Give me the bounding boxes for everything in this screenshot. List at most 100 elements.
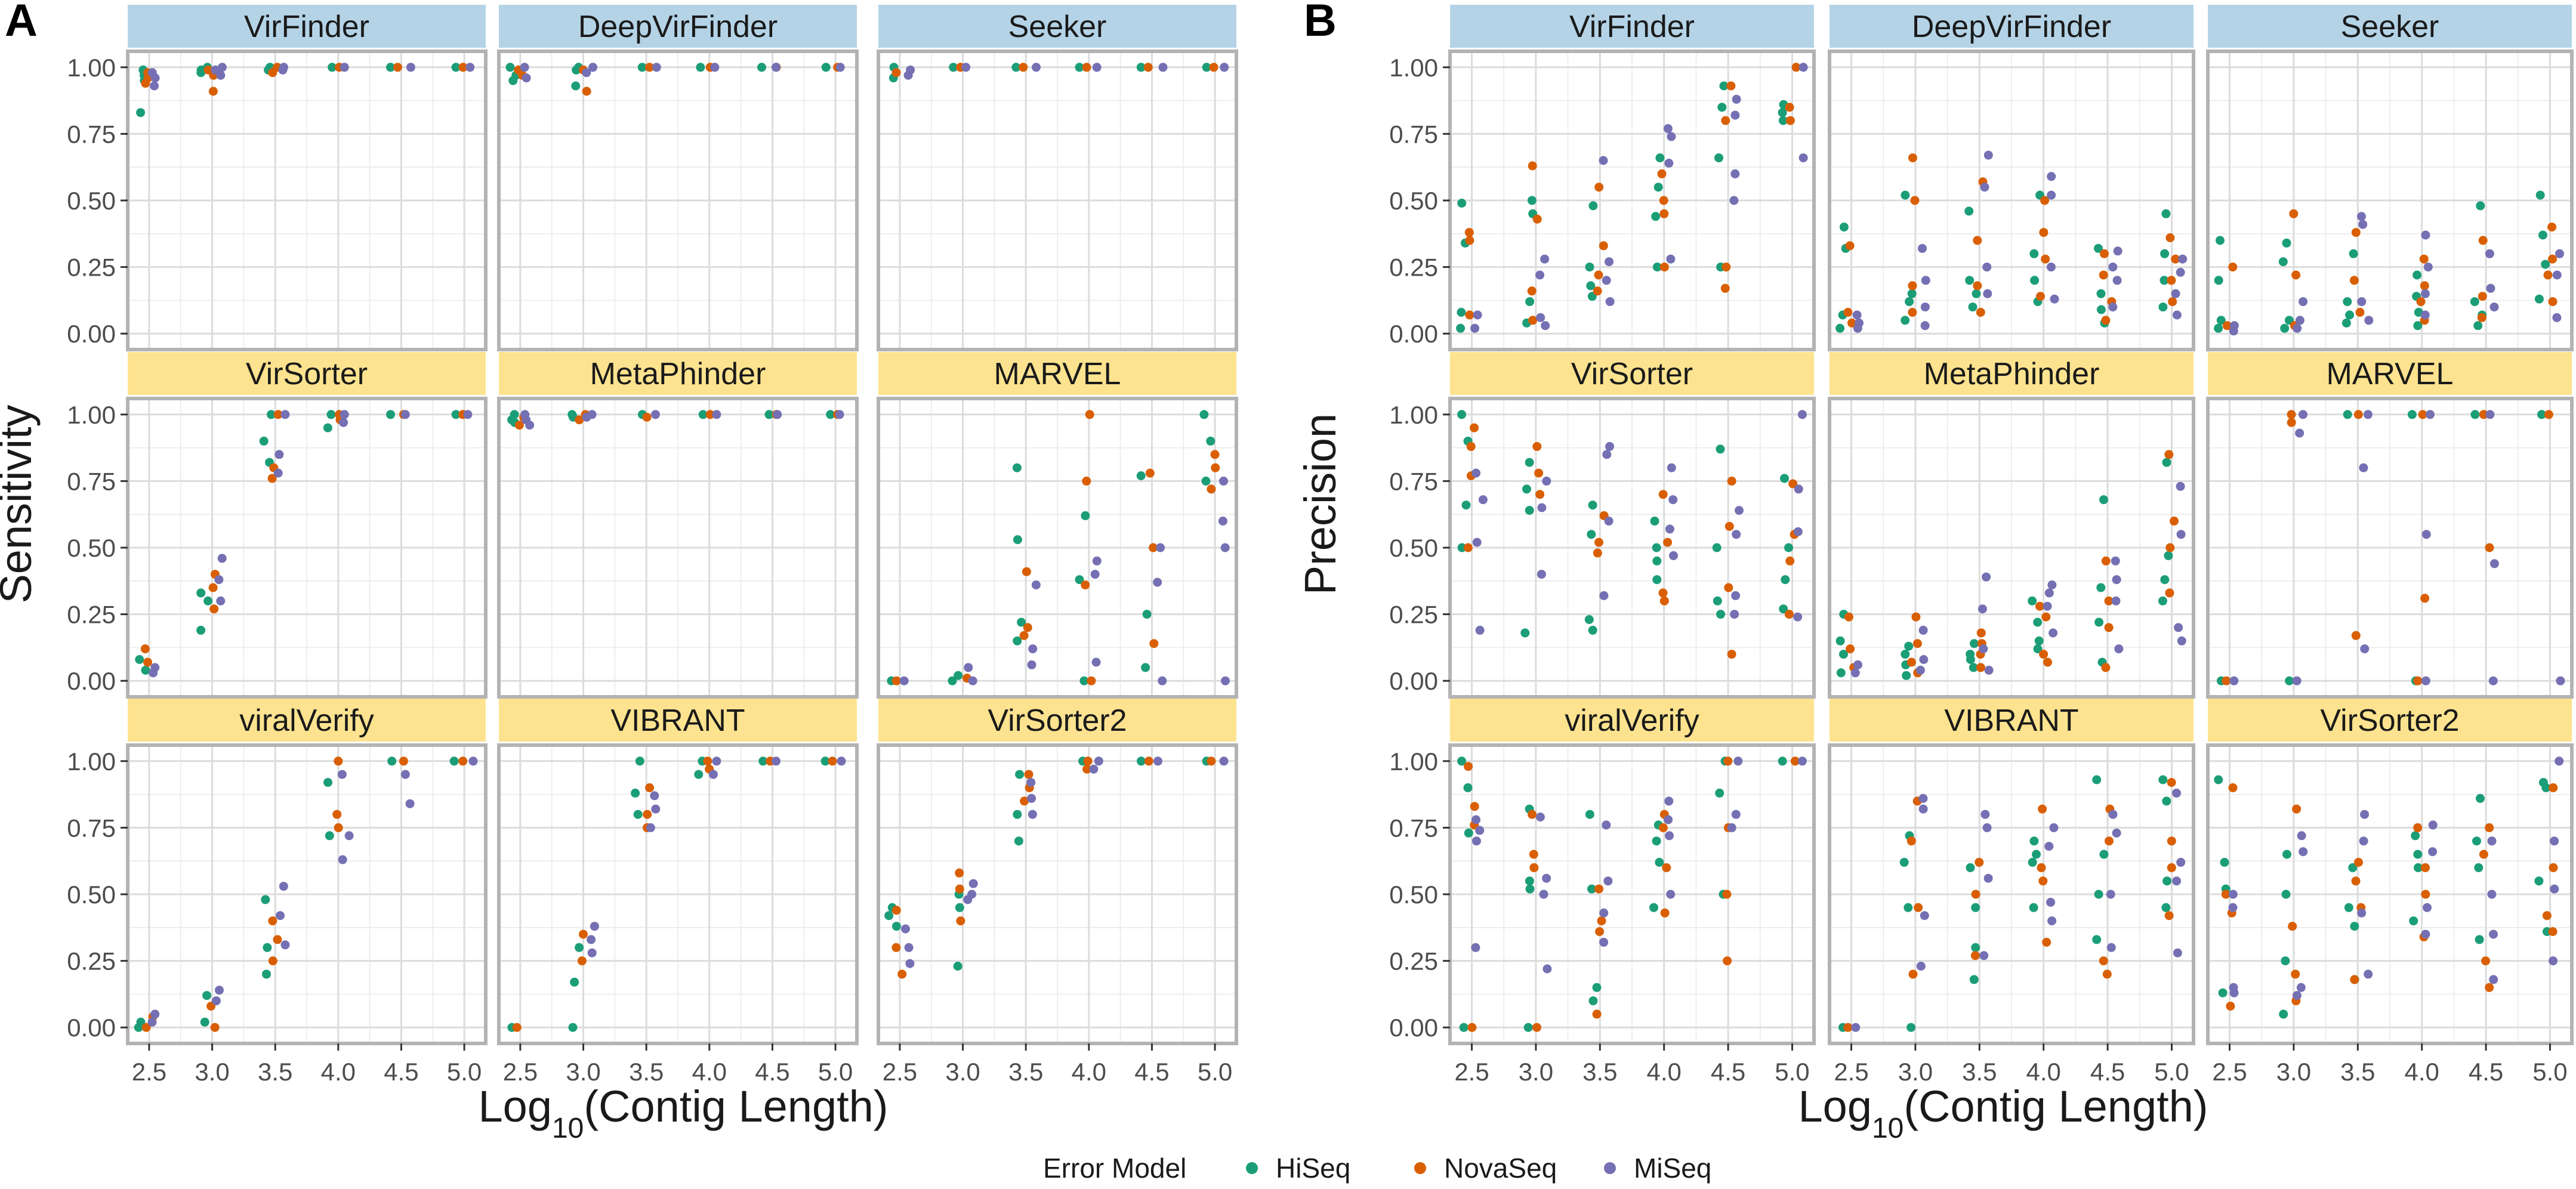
gridlines bbox=[878, 745, 1236, 1043]
data-point-miseq bbox=[2047, 172, 2056, 181]
data-point-novaseq bbox=[2164, 450, 2174, 459]
data-point-novaseq bbox=[2041, 254, 2050, 264]
facet-b-marvel: MARVEL bbox=[2206, 352, 2574, 699]
data-point-hiseq bbox=[1013, 810, 1022, 819]
data-point-miseq bbox=[1666, 254, 1676, 264]
data-point-novaseq bbox=[1662, 863, 1671, 872]
data-points bbox=[884, 756, 1229, 979]
x-tick-label: 5.0 bbox=[1775, 1058, 1809, 1086]
x-tick-label: 3.0 bbox=[566, 1058, 600, 1086]
x-tick-label: 2.5 bbox=[503, 1058, 538, 1086]
data-point-miseq bbox=[280, 940, 290, 950]
legend-item-miseq: MiSeq bbox=[1604, 1153, 1711, 1184]
y-tick-label: 0.50 bbox=[67, 534, 116, 562]
data-point-miseq bbox=[1026, 778, 1036, 787]
data-point-novaseq bbox=[642, 412, 652, 422]
data-point-hiseq bbox=[1971, 943, 1980, 952]
data-point-novaseq bbox=[2477, 313, 2486, 322]
facet-frame bbox=[877, 743, 1238, 1045]
facet-title: viralVerify bbox=[1565, 703, 1699, 738]
data-point-hiseq bbox=[2158, 596, 2167, 606]
x-tick-label: 4.5 bbox=[1134, 1058, 1169, 1086]
data-point-miseq bbox=[2550, 884, 2559, 894]
data-point-hiseq bbox=[1969, 975, 1979, 984]
data-point-novaseq bbox=[2101, 663, 2111, 672]
data-point-novaseq bbox=[208, 87, 218, 96]
data-point-novaseq bbox=[1593, 286, 1602, 296]
data-point-novaseq bbox=[2485, 823, 2494, 832]
x-tick-label: 3.5 bbox=[1008, 1058, 1043, 1086]
y-tick-label: 0.75 bbox=[67, 814, 116, 842]
data-point-hiseq bbox=[1461, 501, 1471, 510]
data-point-miseq bbox=[2176, 481, 2185, 491]
data-point-hiseq bbox=[2160, 249, 2170, 258]
data-point-miseq bbox=[582, 68, 591, 78]
data-point-novaseq bbox=[1908, 969, 1918, 979]
data-point-novaseq bbox=[2036, 292, 2045, 301]
x-axis-title-part: (Contig Length) bbox=[1904, 1082, 2208, 1131]
data-point-novaseq bbox=[2099, 270, 2108, 280]
data-point-hiseq bbox=[1012, 463, 1022, 472]
data-point-hiseq bbox=[2413, 270, 2422, 280]
data-point-hiseq bbox=[1142, 610, 1152, 619]
data-point-miseq bbox=[1921, 276, 1930, 285]
y-tick-label: 1.00 bbox=[1389, 748, 1438, 776]
data-point-hiseq bbox=[2349, 249, 2358, 258]
data-point-hiseq bbox=[2032, 850, 2041, 859]
data-point-miseq bbox=[2043, 601, 2052, 611]
data-point-hiseq bbox=[2216, 316, 2226, 325]
legend-item-hiseq: HiSeq bbox=[1246, 1153, 1350, 1184]
data-point-hiseq bbox=[1015, 770, 1025, 779]
data-point-hiseq bbox=[196, 625, 206, 635]
data-point-hiseq bbox=[570, 977, 579, 987]
data-point-hiseq bbox=[1650, 516, 1659, 526]
data-point-miseq bbox=[1853, 660, 1862, 669]
gridlines bbox=[2208, 399, 2572, 697]
data-point-novaseq bbox=[897, 969, 907, 979]
data-point-novaseq bbox=[1910, 196, 1920, 205]
data-point-hiseq bbox=[1206, 436, 1215, 446]
data-point-novaseq bbox=[575, 415, 584, 425]
data-point-miseq bbox=[147, 1017, 157, 1027]
data-point-hiseq bbox=[1588, 625, 1597, 635]
gridlines bbox=[2208, 745, 2572, 1043]
data-point-miseq bbox=[1542, 964, 1552, 974]
data-point-miseq bbox=[2293, 323, 2302, 333]
data-point-novaseq bbox=[1532, 441, 1542, 451]
data-point-hiseq bbox=[141, 665, 150, 675]
data-point-novaseq bbox=[1465, 310, 1474, 320]
x-tick-label: 4.5 bbox=[2090, 1058, 2125, 1086]
data-point-hiseq bbox=[326, 410, 336, 419]
data-point-hiseq bbox=[949, 63, 958, 72]
gridlines bbox=[878, 399, 1236, 697]
data-point-miseq bbox=[2485, 249, 2494, 258]
data-point-miseq bbox=[1540, 254, 1550, 264]
x-axis-title-part: (Contig Length) bbox=[584, 1082, 888, 1131]
facet-b-virfinder: VirFinder 0.00 0.25 0.50 0.75 1.00 bbox=[1389, 5, 1816, 351]
facet-frame bbox=[1828, 743, 2195, 1045]
data-point-hiseq bbox=[2470, 297, 2479, 307]
data-point-hiseq bbox=[2029, 249, 2039, 258]
data-point-hiseq bbox=[1014, 836, 1023, 846]
data-point-hiseq bbox=[2094, 243, 2103, 253]
data-point-novaseq bbox=[2416, 297, 2426, 307]
data-point-novaseq bbox=[2228, 783, 2238, 792]
data-point-novaseq bbox=[1595, 927, 1605, 936]
data-point-miseq bbox=[587, 410, 597, 419]
data-point-hiseq bbox=[2534, 876, 2544, 886]
data-points bbox=[136, 63, 475, 118]
data-point-hiseq bbox=[2162, 796, 2171, 806]
data-point-hiseq bbox=[1655, 153, 1665, 163]
data-point-miseq bbox=[904, 943, 914, 952]
x-tick-label: 3.5 bbox=[1962, 1058, 1997, 1086]
data-points bbox=[507, 756, 846, 1032]
data-point-miseq bbox=[1982, 572, 1991, 582]
data-point-hiseq bbox=[571, 81, 581, 91]
data-point-miseq bbox=[710, 63, 720, 72]
data-point-hiseq bbox=[758, 756, 768, 766]
x-tick-label: 4.0 bbox=[1647, 1058, 1682, 1086]
data-point-hiseq bbox=[884, 911, 894, 921]
data-point-miseq bbox=[2359, 836, 2368, 846]
facet-strip bbox=[878, 699, 1236, 742]
data-point-hiseq bbox=[1905, 297, 1914, 307]
